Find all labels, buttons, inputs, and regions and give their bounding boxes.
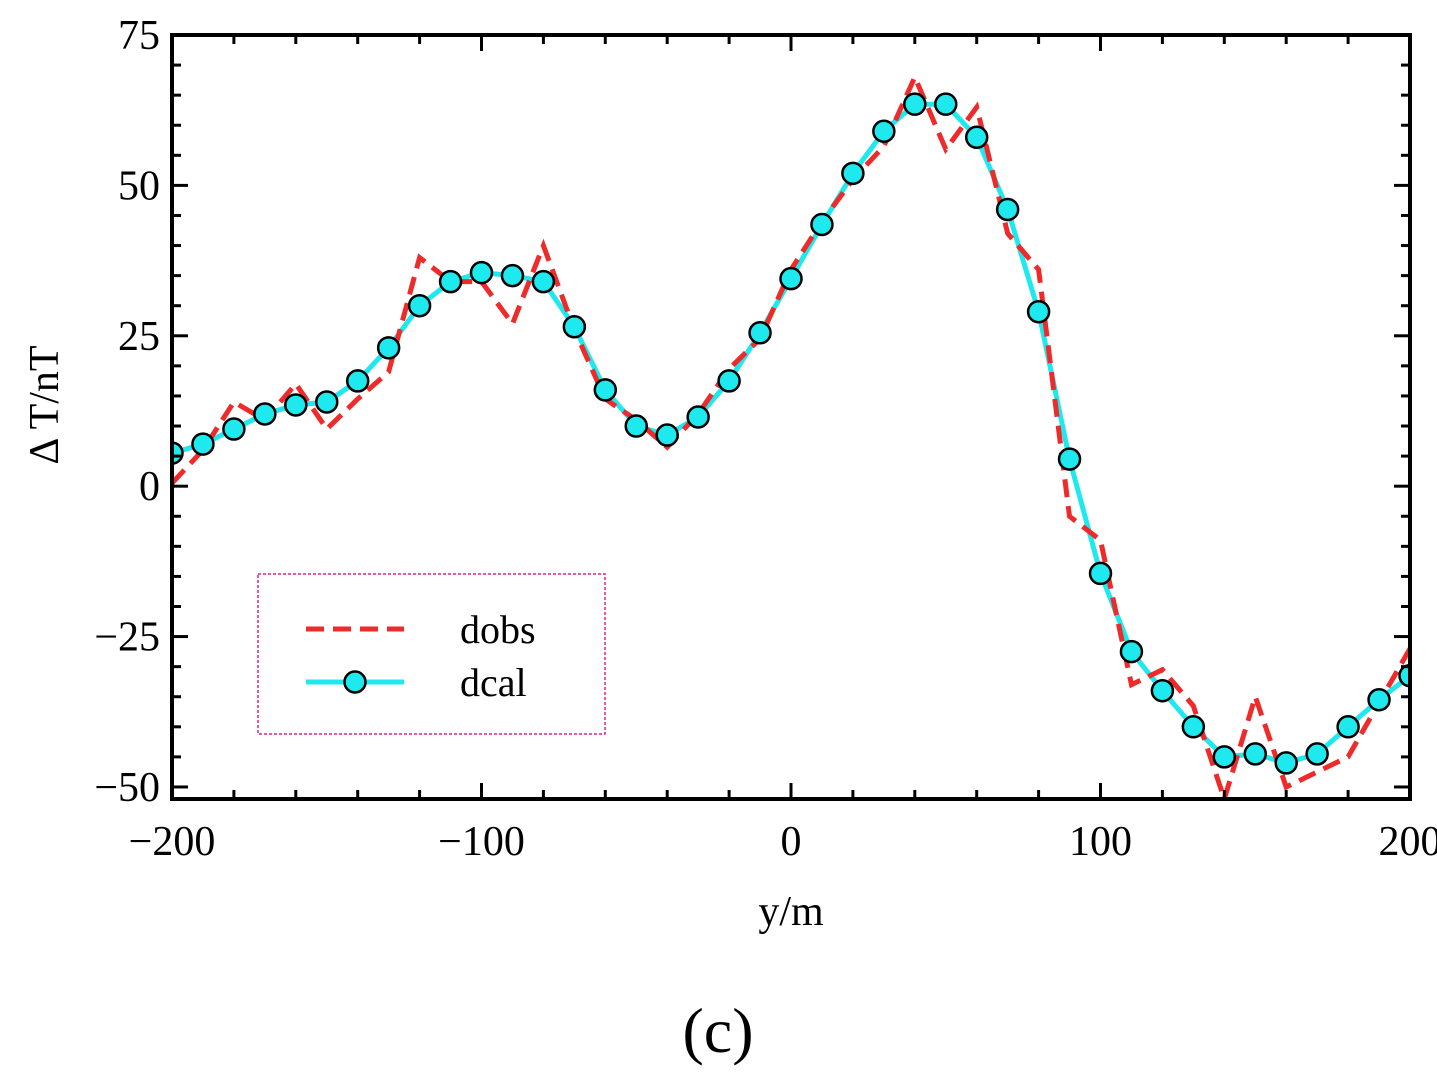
y-tick-label: 75 — [118, 13, 160, 59]
series-dcal-marker — [1090, 563, 1111, 584]
series-dcal-marker — [1121, 641, 1142, 662]
series-dcal-marker — [1059, 449, 1080, 470]
series-dcal-marker — [719, 370, 740, 391]
y-tick-label: −50 — [94, 765, 160, 811]
x-tick-label: −100 — [438, 819, 525, 865]
series-dcal-marker — [564, 316, 585, 337]
legend-dcal-marker — [345, 672, 366, 693]
series-dcal-marker — [285, 394, 306, 415]
y-axis-label: Δ T/nT — [22, 345, 68, 464]
x-tick-label: 200 — [1379, 819, 1437, 865]
series-dcal-marker — [533, 271, 554, 292]
series-dcal-marker — [1152, 680, 1173, 701]
series-dcal-marker — [502, 265, 523, 286]
series-dcal-marker — [842, 163, 863, 184]
series-dcal-marker — [1028, 301, 1049, 322]
series-dcal-marker — [223, 419, 244, 440]
series-dcal-marker — [873, 121, 894, 142]
series-dcal-marker — [750, 322, 771, 343]
series-dcal-marker — [904, 94, 925, 115]
legend-box — [258, 574, 605, 734]
x-tick-label: −200 — [129, 819, 216, 865]
series-dcal-marker — [966, 127, 987, 148]
series-dcal-marker — [1369, 689, 1390, 710]
y-tick-label: −25 — [94, 615, 160, 661]
series-dcal-marker — [1214, 746, 1235, 767]
x-axis-label: y/m — [758, 889, 824, 935]
series-dcal-marker — [688, 407, 709, 428]
series-dcal-marker — [781, 268, 802, 289]
y-tick-label: 50 — [118, 163, 160, 209]
y-tick-label: 25 — [118, 314, 160, 360]
legend-dobs-label: dobs — [460, 607, 536, 652]
series-dcal-marker — [471, 262, 492, 283]
series-dcal-marker — [1183, 716, 1204, 737]
panel-label: (c) — [682, 995, 753, 1066]
series-dcal-marker — [626, 416, 647, 437]
series-dcal-marker — [254, 403, 275, 424]
series-dcal-marker — [1338, 716, 1359, 737]
series-dcal-marker — [1276, 752, 1297, 773]
series-dcal-marker — [935, 94, 956, 115]
series-dcal-marker — [440, 271, 461, 292]
series-dcal-marker — [811, 214, 832, 235]
series-dcal-marker — [316, 391, 337, 412]
series-dcal-marker — [657, 425, 678, 446]
series-dcal-marker — [1245, 743, 1266, 764]
series-dcal-marker — [409, 295, 430, 316]
x-tick-label: 0 — [781, 819, 802, 865]
x-tick-label: 100 — [1069, 819, 1132, 865]
series-dcal-marker — [192, 434, 213, 455]
legend-dcal-label: dcal — [460, 660, 527, 705]
series-dcal-marker — [378, 337, 399, 358]
series-dcal-marker — [347, 370, 368, 391]
series-dcal-marker — [1307, 743, 1328, 764]
series-dcal-marker — [595, 379, 616, 400]
series-dcal-marker — [997, 199, 1018, 220]
y-tick-label: 0 — [139, 464, 160, 510]
